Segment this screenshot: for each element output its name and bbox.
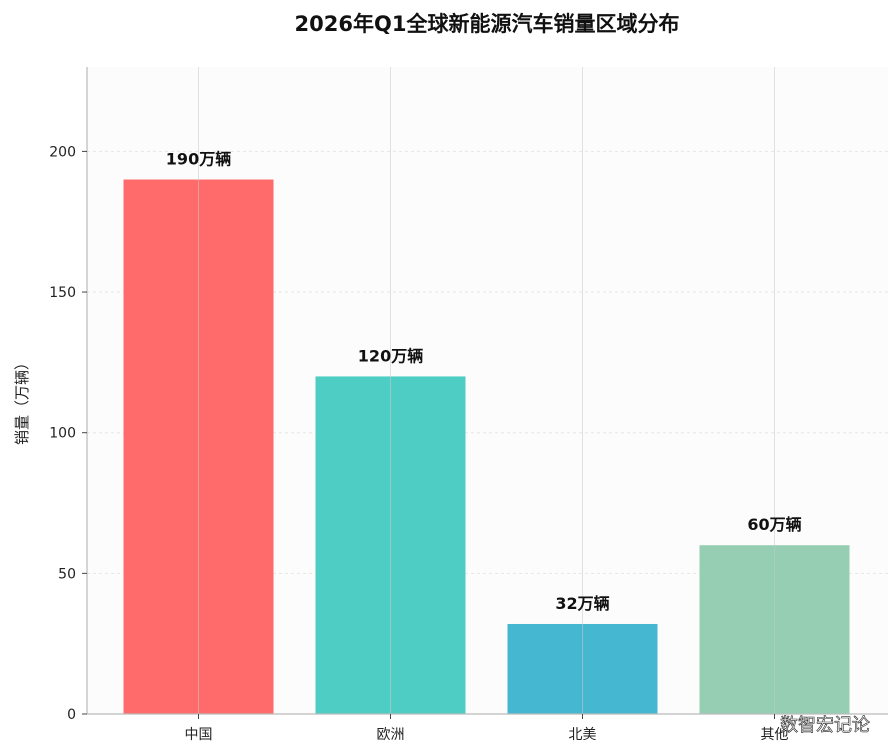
y-tick-label: 50 [58, 566, 76, 582]
y-axis-label: 销量（万辆） [13, 355, 31, 445]
x-tick-label: 欧洲 [377, 727, 405, 743]
data-label: 32万辆 [555, 594, 609, 613]
data-labels: 190万辆 120万辆 32万辆 60万辆 [166, 150, 802, 613]
chart-title: 2026年Q1全球新能源汽车销量区域分布 [295, 12, 680, 36]
x-tick-label: 中国 [185, 727, 213, 743]
x-tick-label: 北美 [569, 727, 597, 743]
x-ticks: 中国 欧洲 北美 其他 [185, 714, 789, 743]
data-label: 60万辆 [747, 515, 801, 534]
y-ticks: 0 50 100 150 200 [49, 144, 87, 723]
y-tick-label: 200 [49, 144, 76, 160]
data-label: 190万辆 [166, 150, 231, 169]
watermark: 数智宏记论 [780, 715, 870, 736]
y-tick-label: 150 [49, 285, 76, 301]
y-tick-label: 100 [49, 426, 76, 442]
x-tick-label: 其他 [761, 727, 789, 743]
vertical-grid [198, 67, 775, 714]
data-label: 120万辆 [358, 346, 423, 365]
y-tick-label: 0 [67, 707, 76, 723]
